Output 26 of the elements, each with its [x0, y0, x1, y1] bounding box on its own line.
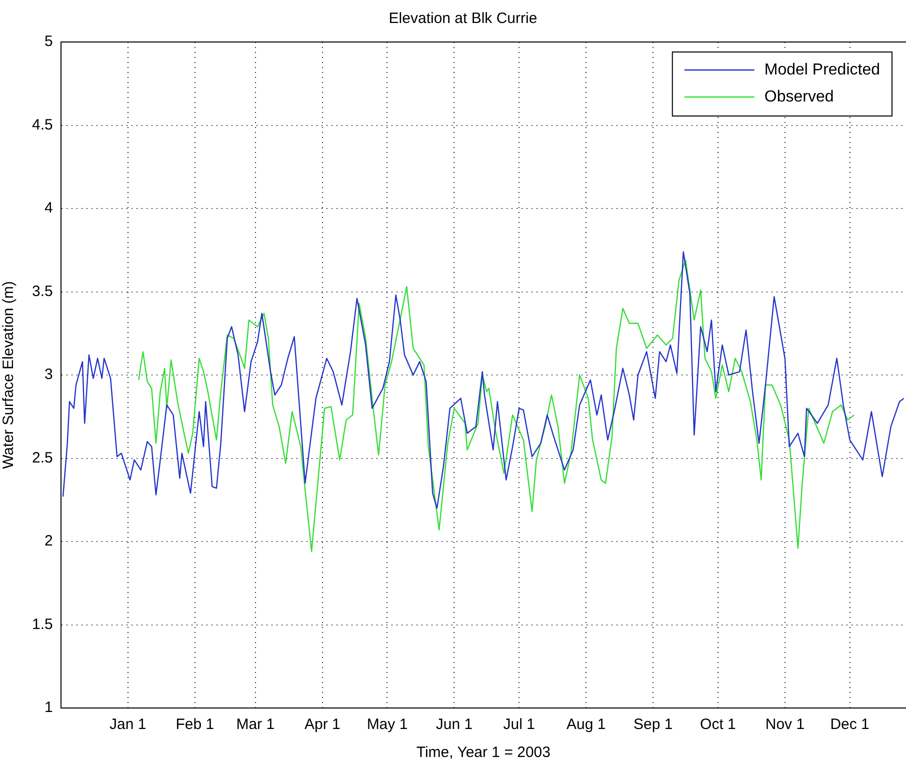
x-tick-label: Jul 1 [503, 716, 535, 734]
y-tick-label: 3 [44, 366, 53, 384]
x-tick-label: May 1 [366, 716, 408, 734]
y-tick-label: 2.5 [32, 449, 53, 466]
x-tick-label: Feb 1 [176, 716, 214, 734]
y-tick-label: 1 [44, 699, 53, 716]
x-tick-label: Jun 1 [436, 716, 473, 734]
y-tick-label: 2 [44, 532, 53, 550]
x-tick-label: Dec 1 [830, 716, 870, 734]
x-tick-label: Nov 1 [765, 716, 805, 734]
legend-label: Model Predicted [764, 61, 880, 78]
legend-label: Observed [764, 88, 834, 106]
y-tick-label: 5 [44, 33, 53, 50]
y-tick-label: 3.5 [32, 282, 53, 300]
x-tick-label: Aug 1 [566, 716, 606, 734]
y-tick-label: 4.5 [32, 116, 53, 134]
x-tick-label: Mar 1 [236, 716, 275, 734]
chart-title: Elevation at Blk Currie [388, 10, 538, 28]
x-tick-label: Oct 1 [700, 716, 736, 734]
x-tick-label: Sep 1 [634, 716, 673, 734]
x-axis-title: Time, Year 1 = 2003 [416, 744, 550, 762]
x-tick-label: Apr 1 [304, 716, 340, 734]
y-axis-title: Water Surface Elevation (m) [0, 281, 18, 469]
x-tick-label: Jan 1 [110, 716, 146, 734]
y-tick-label: 1.5 [32, 616, 53, 633]
y-tick-label: 4 [44, 200, 53, 217]
